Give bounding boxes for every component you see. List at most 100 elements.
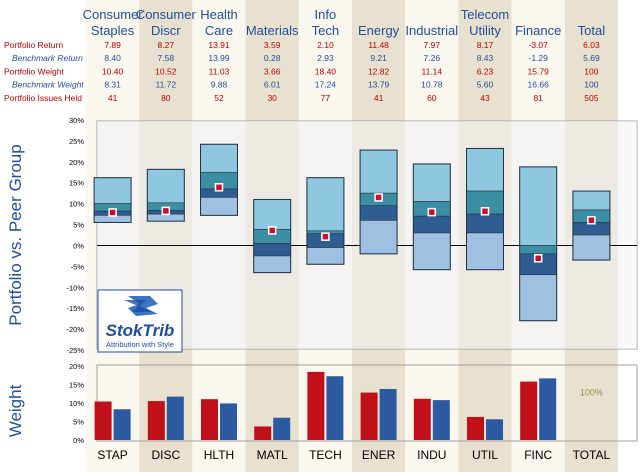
box-bottom-quartile <box>147 213 185 222</box>
table-cell: 7.26 <box>424 53 441 63</box>
table-cell: 18.40 <box>315 66 337 76</box>
table-cell: 5.69 <box>583 53 600 63</box>
box-top-quartile <box>306 177 345 232</box>
table-cell: 81 <box>533 93 543 103</box>
table-cell: 12.82 <box>368 66 390 76</box>
row-label: Portfolio Issues Held <box>4 93 82 103</box>
stoktrib-logo: StokTrib Attribution with Style <box>97 289 183 353</box>
category-label: INDU <box>417 448 446 462</box>
weight-bar-chart: 100% <box>94 371 603 440</box>
box-outline <box>572 190 611 261</box>
benchmark-weight-bar <box>486 419 503 440</box>
portfolio-marker <box>161 206 171 216</box>
portfolio-weight-bar <box>201 399 218 440</box>
portfolio-weight-bar <box>360 392 378 440</box>
row-label: Portfolio Weight <box>4 66 64 76</box>
table-cell: 52 <box>214 93 224 103</box>
table-cell: 3.66 <box>264 66 281 76</box>
box-bottom-quartile <box>306 247 345 265</box>
benchmark-weight-bar <box>113 409 131 440</box>
box-top-quartile <box>572 190 611 211</box>
category-label: TECH <box>309 448 342 462</box>
weight-y-tick-label: 10% <box>69 399 84 408</box>
box-top-quartile <box>93 177 132 204</box>
category-label: FINC <box>524 448 552 462</box>
benchmark-weight-bar <box>166 396 184 440</box>
box-bottom-quartile <box>359 220 398 255</box>
box-outline <box>359 149 398 255</box>
table-cell: 100 <box>584 66 598 76</box>
box-bottom-quartile <box>519 274 558 322</box>
box-y-tick-label: 0% <box>73 241 84 250</box>
table-cell: 9.21 <box>370 53 387 63</box>
box-third-quartile <box>253 243 291 257</box>
box-y-tick-label: -15% <box>66 304 84 313</box>
table-cell: 30 <box>267 93 277 103</box>
table-cell: 43 <box>480 93 490 103</box>
box-third-quartile <box>359 205 398 221</box>
box-outline <box>466 147 504 271</box>
category-label: ENER <box>362 448 396 462</box>
row-label: Benchmark Weight <box>12 80 84 90</box>
table-cell: 8.31 <box>104 80 121 90</box>
column-header-line1: Health <box>200 7 238 22</box>
benchmark-weight-bar <box>326 376 344 440</box>
table-cell: 77 <box>321 93 331 103</box>
table-cell: 41 <box>108 93 118 103</box>
box-top-quartile <box>466 148 504 192</box>
column-header-line2: Utility <box>469 23 501 38</box>
category-label: HLTH <box>204 448 234 462</box>
table-cell: 7.58 <box>158 53 175 63</box>
box-outline <box>146 168 185 222</box>
column-header-line1: Consumer <box>136 7 197 22</box>
box-y-tick-label: 20% <box>69 158 84 167</box>
row-label: Benchmark Return <box>12 53 83 63</box>
portfolio-marker <box>480 207 490 216</box>
table-cell: 8.27 <box>158 40 175 50</box>
table-cell: 2.10 <box>317 40 334 50</box>
box-bottom-quartile <box>466 232 504 271</box>
table-cell: 8.43 <box>477 53 494 63</box>
box-bottom-quartile <box>572 234 611 261</box>
table-cell: 5.60 <box>477 80 494 90</box>
total-weight-label: 100% <box>580 388 603 398</box>
box-top-quartile <box>253 199 291 230</box>
box-third-quartile <box>466 213 504 234</box>
table-cell: 10.52 <box>155 66 177 76</box>
column-header-line1: Info <box>315 7 337 22</box>
table-cell: 60 <box>427 93 437 103</box>
table-cell: 11.72 <box>155 80 176 90</box>
portfolio-marker <box>108 208 117 217</box>
column-header-line2: Industrial <box>405 23 458 38</box>
portfolio-weight-bar <box>254 426 272 440</box>
portfolio-weight-bar <box>413 398 431 440</box>
portfolio-marker <box>374 193 383 202</box>
box-y-tick-label: -5% <box>71 262 85 271</box>
portfolio-weight-bar <box>520 381 538 440</box>
table-cell: 17.24 <box>315 80 337 90</box>
logo-wordmark: StokTrib <box>106 321 175 340</box>
row-label: Portfolio Return <box>4 40 63 50</box>
box-top-quartile <box>359 149 398 194</box>
column-header-line2: Energy <box>358 23 400 38</box>
weight-y-tick-label: 15% <box>69 381 84 390</box>
table-cell: 41 <box>374 93 384 103</box>
table-cell: 11.14 <box>421 66 442 76</box>
table-cell: 15.79 <box>528 66 550 76</box>
box-y-tick-label: 15% <box>69 179 84 188</box>
weight-y-axis-label: Weight <box>6 384 25 437</box>
table-cell: 80 <box>161 93 171 103</box>
weight-y-tick-label: 5% <box>73 418 84 427</box>
benchmark-weight-bar <box>273 417 291 440</box>
portfolio-marker <box>533 254 543 263</box>
column-header-line2: Materials <box>246 23 299 38</box>
table-cell: 8.17 <box>477 40 494 50</box>
portfolio-marker <box>267 226 277 235</box>
table-cell: 7.97 <box>424 40 441 50</box>
box-outline <box>519 166 558 322</box>
portfolio-marker <box>214 183 224 192</box>
axis-labels: 30% 25% 20% 15% 10% 5% 0% -5% -10% -15% -20% -25% 20… <box>66 116 610 462</box>
table-cell: -1.29 <box>529 53 549 63</box>
column-header-line2: Staples <box>91 23 135 38</box>
table-cell: 10.40 <box>102 66 124 76</box>
